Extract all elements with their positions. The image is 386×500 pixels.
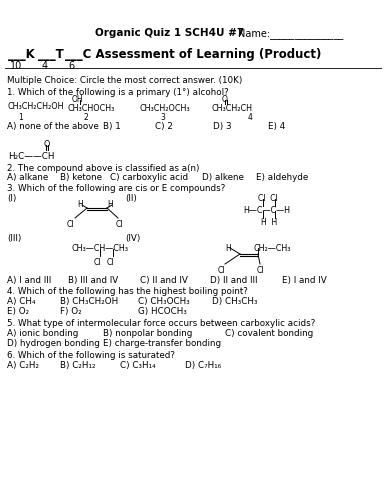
Text: CH₃CH₂OCH₃: CH₃CH₂OCH₃ xyxy=(140,104,191,113)
Text: B) ketone: B) ketone xyxy=(60,173,102,182)
Text: C) carboxylic acid: C) carboxylic acid xyxy=(110,173,188,182)
Text: 2. The compound above is classified as a(n): 2. The compound above is classified as a… xyxy=(7,164,200,173)
Text: 1. Which of the following is a primary (1°) alcohol?: 1. Which of the following is a primary (… xyxy=(7,88,229,97)
Text: ___T: ___T xyxy=(38,48,64,61)
Text: (III): (III) xyxy=(7,234,21,243)
Text: A) CH₄: A) CH₄ xyxy=(7,297,36,306)
Text: H₂C——CH: H₂C——CH xyxy=(8,152,54,161)
Text: Cl: Cl xyxy=(67,220,74,229)
Text: 3: 3 xyxy=(160,113,165,122)
Text: 3. Which of the following are cis or E compounds?: 3. Which of the following are cis or E c… xyxy=(7,184,225,193)
Text: CH₃CHOCH₃: CH₃CHOCH₃ xyxy=(68,104,115,113)
Text: E) I and IV: E) I and IV xyxy=(282,276,327,285)
Text: Cl: Cl xyxy=(94,258,102,267)
Text: E) O₂: E) O₂ xyxy=(7,307,29,316)
Text: Organic Quiz 1 SCH4U #7: Organic Quiz 1 SCH4U #7 xyxy=(95,28,244,38)
Text: C) covalent bonding: C) covalent bonding xyxy=(225,329,313,338)
Text: B) C₂H₁₂: B) C₂H₁₂ xyxy=(60,361,95,370)
Text: C) C₃H₁₄: C) C₃H₁₄ xyxy=(120,361,156,370)
Text: F) O₂: F) O₂ xyxy=(60,307,81,316)
Text: 5. What type of intermolecular force occurs between carboxylic acids?: 5. What type of intermolecular force occ… xyxy=(7,319,315,328)
Text: (I): (I) xyxy=(7,194,16,203)
Text: E) charge-transfer bonding: E) charge-transfer bonding xyxy=(103,339,221,348)
Text: E) aldehyde: E) aldehyde xyxy=(256,173,308,182)
Text: D) II and III: D) II and III xyxy=(210,276,257,285)
Text: H: H xyxy=(107,200,113,209)
Text: G) HCOCH₃: G) HCOCH₃ xyxy=(138,307,187,316)
Text: CH₂—CH₃: CH₂—CH₃ xyxy=(253,244,291,253)
Text: C) CH₃OCH₃: C) CH₃OCH₃ xyxy=(138,297,190,306)
Text: ___C Assessment of Learning (Product): ___C Assessment of Learning (Product) xyxy=(65,48,322,61)
Text: C) 2: C) 2 xyxy=(155,122,173,131)
Text: D) alkene: D) alkene xyxy=(202,173,244,182)
Text: H: H xyxy=(77,200,83,209)
Text: 6. Which of the following is saturated?: 6. Which of the following is saturated? xyxy=(7,351,175,360)
Text: Name:_______________: Name:_______________ xyxy=(238,28,343,39)
Text: 4. Which of the following has the highest boiling point?: 4. Which of the following has the highes… xyxy=(7,287,248,296)
Text: O: O xyxy=(222,95,228,104)
Text: 10: 10 xyxy=(10,61,22,71)
Text: 2: 2 xyxy=(83,113,88,122)
Text: B) CH₃CH₂OH: B) CH₃CH₂OH xyxy=(60,297,118,306)
Text: 4: 4 xyxy=(42,61,48,71)
Text: Cl: Cl xyxy=(218,266,225,275)
Text: B) 1: B) 1 xyxy=(103,122,121,131)
Text: 6: 6 xyxy=(68,61,74,71)
Text: H: H xyxy=(225,244,231,253)
Text: CH₃CH₂CH₂OH: CH₃CH₂CH₂OH xyxy=(7,102,64,111)
Text: ___K: ___K xyxy=(8,48,35,61)
Text: 4: 4 xyxy=(248,113,253,122)
Text: Cl  Cl: Cl Cl xyxy=(258,194,278,203)
Text: OH: OH xyxy=(72,95,84,104)
Text: Multiple Choice: Circle the most correct answer. (10K): Multiple Choice: Circle the most correct… xyxy=(7,76,242,85)
Text: E) 4: E) 4 xyxy=(268,122,285,131)
Text: A) ionic bonding: A) ionic bonding xyxy=(7,329,78,338)
Text: A) none of the above: A) none of the above xyxy=(7,122,99,131)
Text: 1: 1 xyxy=(18,113,23,122)
Text: Cl: Cl xyxy=(116,220,124,229)
Text: A) C₂H₂: A) C₂H₂ xyxy=(7,361,39,370)
Text: CH₃—CH—CH₃: CH₃—CH—CH₃ xyxy=(72,244,129,253)
Text: D) C₇H₁₆: D) C₇H₁₆ xyxy=(185,361,221,370)
Text: B) nonpolar bonding: B) nonpolar bonding xyxy=(103,329,192,338)
Text: CH₃CH₂CH: CH₃CH₂CH xyxy=(212,104,253,113)
Text: A) alkane: A) alkane xyxy=(7,173,48,182)
Text: (II): (II) xyxy=(125,194,137,203)
Text: B) III and IV: B) III and IV xyxy=(68,276,118,285)
Text: D) hydrogen bonding: D) hydrogen bonding xyxy=(7,339,100,348)
Text: D) CH₃CH₃: D) CH₃CH₃ xyxy=(212,297,257,306)
Text: D) 3: D) 3 xyxy=(213,122,232,131)
Text: Cl: Cl xyxy=(107,258,115,267)
Text: C) II and IV: C) II and IV xyxy=(140,276,188,285)
Text: Cl: Cl xyxy=(257,266,264,275)
Text: A) I and III: A) I and III xyxy=(7,276,51,285)
Text: H—C—C—H: H—C—C—H xyxy=(243,206,290,215)
Text: (IV): (IV) xyxy=(125,234,141,243)
Text: H  H: H H xyxy=(261,218,277,227)
Text: O: O xyxy=(43,140,49,149)
